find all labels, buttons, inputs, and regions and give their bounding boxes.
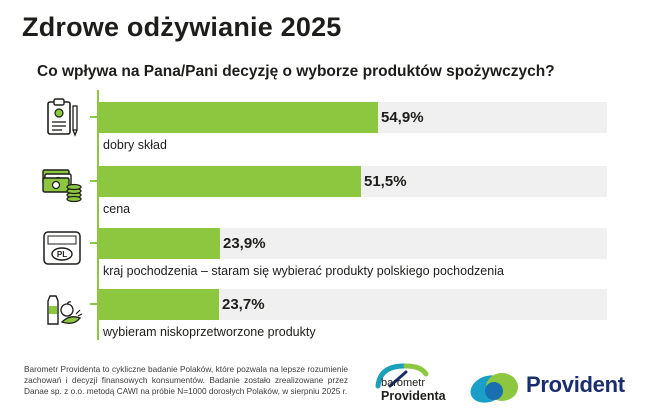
barometr-logo-line2: Providenta [381, 389, 446, 403]
category-label: dobry skład [103, 138, 167, 152]
chart-axis [97, 90, 99, 340]
provident-logo-text: Provident [526, 372, 625, 397]
pl-label-icon: PL [43, 231, 81, 265]
bar-value-label: 51,5% [364, 173, 407, 190]
money-coins-icon [42, 169, 82, 203]
axis-tick [90, 180, 99, 182]
svg-text:PL: PL [57, 250, 67, 259]
category-label: kraj pochodzenia – staram się wybierać p… [103, 264, 504, 278]
bar-value-label: 54,9% [381, 109, 424, 126]
axis-tick [90, 303, 99, 305]
chart-question: Co wpływa na Pana/Pani decyzję o wyborze… [37, 63, 555, 80]
milk-vegetables-icon [47, 295, 83, 325]
bar [99, 166, 361, 197]
axis-tick [90, 116, 99, 118]
footnote: Barometr Providenta to cykliczne badanie… [24, 364, 348, 397]
bar-value-label: 23,9% [223, 235, 266, 252]
category-label: cena [103, 202, 131, 216]
barometr-providenta-logo [375, 363, 429, 389]
bar [99, 228, 220, 259]
provident-logo-mark [470, 373, 518, 403]
bar-value-label: 23,7% [222, 296, 265, 313]
bar [99, 289, 219, 320]
barometr-logo-line1: barometr [381, 377, 426, 389]
axis-tick [90, 242, 99, 244]
recipe-clipboard-icon [47, 98, 78, 137]
bar [99, 102, 378, 133]
page-title: Zdrowe odżywianie 2025 [22, 12, 342, 42]
category-label: wybieram niskoprzetworzone produkty [103, 325, 316, 339]
